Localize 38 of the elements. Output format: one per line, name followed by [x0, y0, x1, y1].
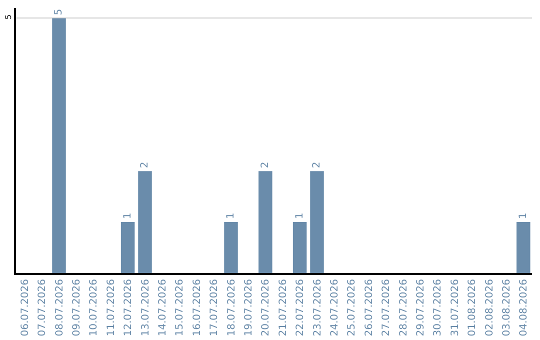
x-tick-label: 01.08.2026 — [467, 279, 478, 336]
x-tick-label: 21.07.2026 — [278, 279, 289, 336]
x-tick-label: 02.08.2026 — [484, 279, 496, 336]
x-tick-label: 29.07.2026 — [415, 279, 426, 336]
x-tick-label: 27.07.2026 — [381, 279, 392, 336]
x-tick-label: 17.07.2026 — [209, 279, 220, 336]
x-tick-label: 25.07.2026 — [346, 279, 358, 336]
x-tick-label: 06.07.2026 — [20, 279, 31, 336]
x-tick-label: 03.08.2026 — [501, 279, 512, 336]
x-tick-label: 04.08.2026 — [518, 279, 530, 336]
data-label: 1 — [518, 212, 529, 220]
x-tick-label: 09.07.2026 — [71, 279, 82, 336]
x-tick-label: 16.07.2026 — [192, 279, 203, 336]
x-tick-label: 13.07.2026 — [140, 279, 152, 336]
data-label: 1 — [226, 212, 236, 220]
x-tick-label: 19.07.2026 — [243, 279, 254, 336]
x-tick-label: 22.07.2026 — [295, 279, 306, 336]
x-tick-label: 20.07.2026 — [260, 279, 272, 336]
x-tick-label: 15.07.2026 — [174, 279, 186, 336]
x-tick-label: 23.07.2026 — [312, 279, 324, 336]
data-label: 2 — [260, 162, 271, 168]
x-tick-label: 14.07.2026 — [157, 279, 168, 336]
data-label: 5 — [54, 8, 64, 16]
x-tick-label: 26.07.2026 — [364, 279, 375, 336]
x-tick-label: 07.07.2026 — [37, 279, 48, 336]
data-label: 2 — [140, 162, 150, 168]
data-label: 1 — [122, 212, 134, 220]
data-label: 1 — [294, 212, 306, 220]
x-tick-label: 28.07.2026 — [398, 279, 410, 336]
x-tick-label: 24.07.2026 — [329, 279, 340, 336]
x-tick-label: 18.07.2026 — [226, 279, 238, 336]
x-tick-label: 12.07.2026 — [123, 279, 134, 336]
data-label: 2 — [312, 162, 322, 168]
x-tick-label: 08.07.2026 — [54, 279, 66, 336]
x-tick-label: 10.07.2026 — [88, 279, 100, 336]
x-tick-label: 11.07.2026 — [106, 279, 117, 336]
x-tick-label: 31.07.2026 — [450, 279, 461, 336]
x-tick-label: 30.07.2026 — [432, 279, 444, 336]
